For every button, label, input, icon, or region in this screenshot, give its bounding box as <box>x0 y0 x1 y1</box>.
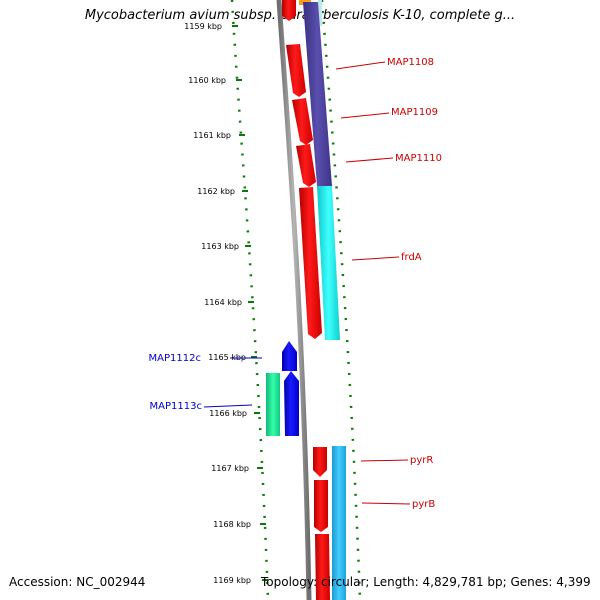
tick-label: 1160 kbp <box>188 76 226 85</box>
genome-stats-text: Topology: circular; Length: 4,829,781 bp… <box>261 575 591 589</box>
reverse-gene-labels: MAP1112c MAP1113c <box>149 353 202 412</box>
gene-label-map1109[interactable]: MAP1109 <box>391 107 438 118</box>
tick-label: 1164 kbp <box>204 298 242 307</box>
gene-label-map1110[interactable]: MAP1110 <box>395 153 442 164</box>
tick-label: 1166 kbp <box>209 409 247 418</box>
accession-text: Accession: NC_002944 <box>9 575 146 589</box>
gene-label-map1108[interactable]: MAP1108 <box>387 57 434 68</box>
slate-feature-block[interactable] <box>303 2 332 186</box>
sky-feature-block[interactable] <box>332 446 346 600</box>
gene-label-frda[interactable]: frdA <box>401 252 422 263</box>
gene-label-map1113c[interactable]: MAP1113c <box>150 401 202 412</box>
tick-label: 1159 kbp <box>184 22 222 31</box>
green-feature-block[interactable] <box>266 373 280 436</box>
tick-label: 1167 kbp <box>211 464 249 473</box>
cds-forward-1[interactable] <box>286 44 306 97</box>
cds-reverse-1[interactable] <box>282 341 297 371</box>
tick-label: 1168 kbp <box>213 520 251 529</box>
cyan-feature-block[interactable] <box>317 186 340 340</box>
cds-forward-2[interactable] <box>292 98 313 145</box>
tick-label: 1161 kbp <box>193 131 231 140</box>
cds-forward-4[interactable] <box>299 187 322 339</box>
gene-label-pyrr[interactable]: pyrR <box>410 455 433 466</box>
partial-cds-forward[interactable] <box>282 0 296 21</box>
map-title: Mycobacterium avium subsp. paratuberculo… <box>84 8 516 23</box>
tick-label: 1162 kbp <box>197 187 235 196</box>
cds-forward-6[interactable] <box>314 480 328 532</box>
backbone-arc <box>276 0 312 600</box>
gene-label-map1112c[interactable]: MAP1112c <box>149 353 201 364</box>
tick-label: 1165 kbp <box>208 353 246 362</box>
cds-forward-7[interactable] <box>315 534 330 600</box>
cds-forward-3[interactable] <box>296 144 316 187</box>
gene-label-pyrb[interactable]: pyrB <box>412 499 435 510</box>
tick-label: 1169 kbp <box>213 576 251 585</box>
scale-labels: 1159 kbp 1160 kbp 1161 kbp 1162 kbp 1163… <box>184 22 251 585</box>
cds-reverse-2[interactable] <box>284 371 299 436</box>
forward-gene-labels: MAP1108 MAP1109 MAP1110 frdA pyrR pyrB <box>387 57 442 510</box>
tick-marks <box>232 25 268 581</box>
tick-label: 1163 kbp <box>201 242 239 251</box>
cds-forward-5[interactable] <box>313 447 327 477</box>
label-leader-lines <box>203 61 411 505</box>
